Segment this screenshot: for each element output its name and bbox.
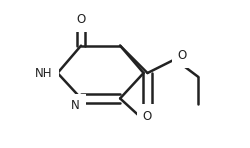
- Text: O: O: [76, 13, 86, 26]
- Text: NH: NH: [35, 66, 53, 79]
- Text: O: O: [178, 49, 187, 62]
- Text: N: N: [71, 99, 80, 112]
- Text: O: O: [143, 110, 152, 123]
